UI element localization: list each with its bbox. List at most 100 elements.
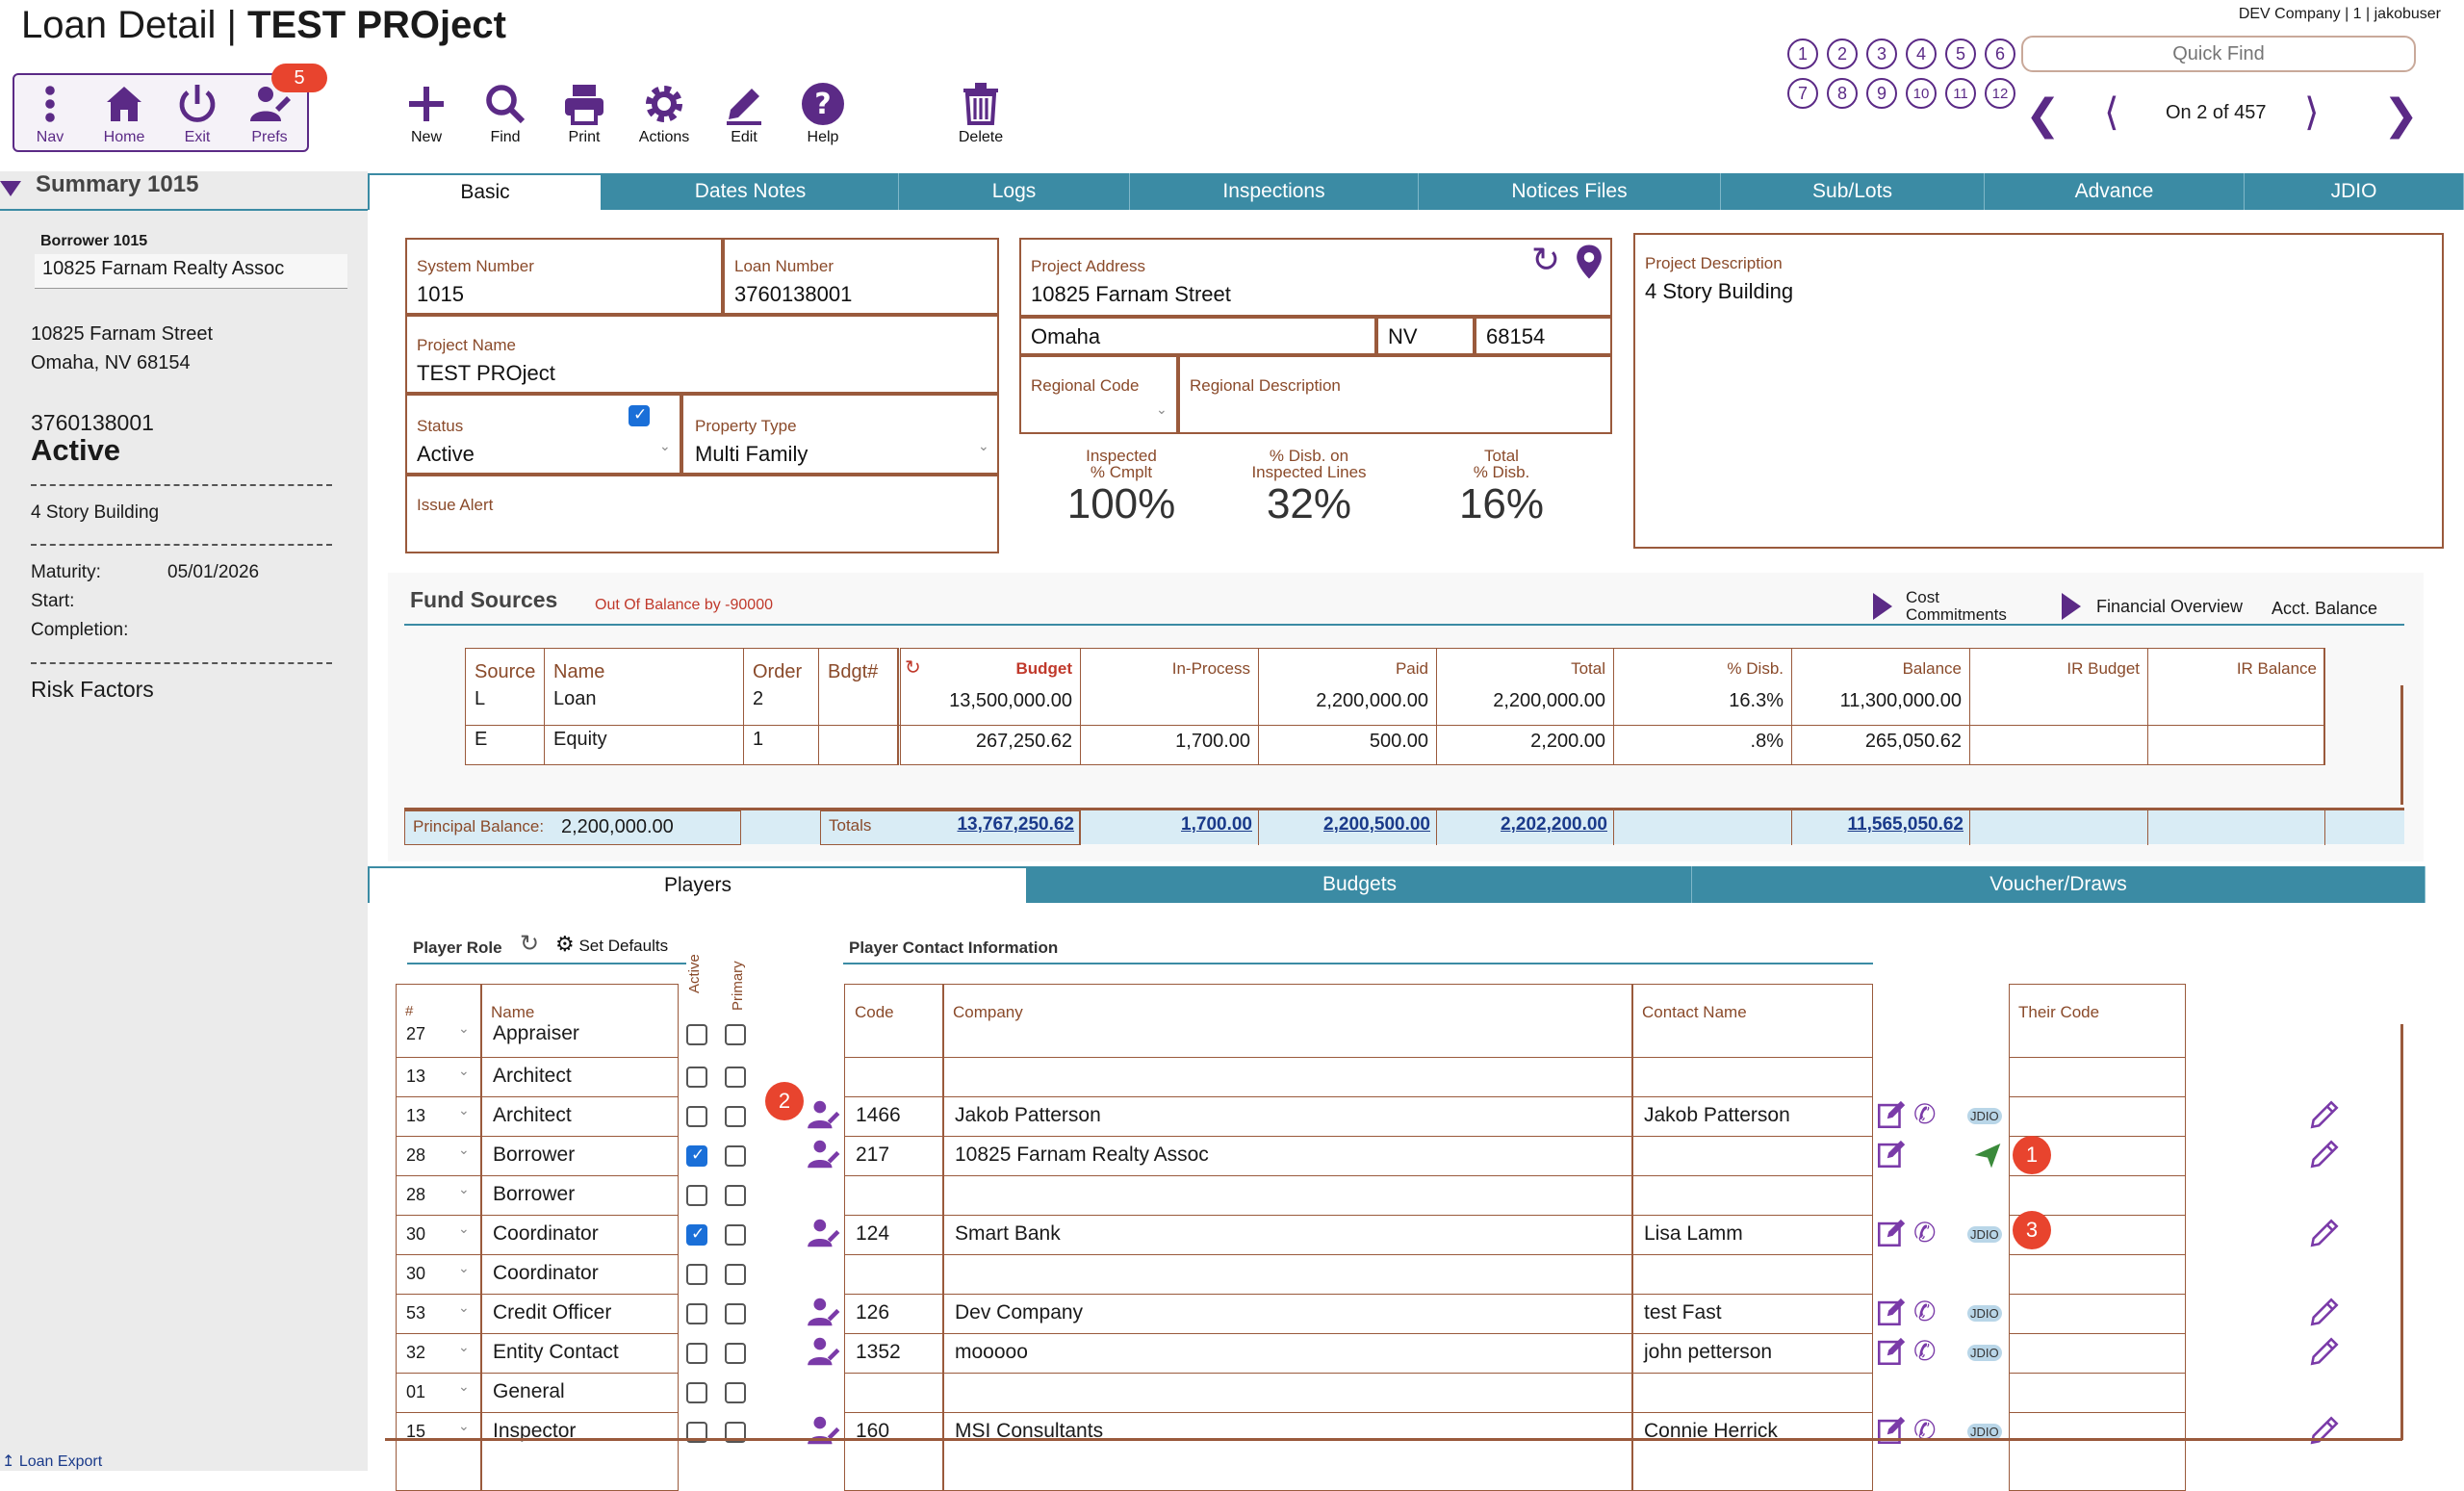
pencil-icon[interactable]	[2308, 1296, 2341, 1328]
quick-link-2[interactable]: 2	[1827, 39, 1858, 69]
edit-button[interactable]: Edit	[706, 81, 783, 146]
refresh-icon[interactable]: ↻	[520, 931, 540, 957]
fund-source-order[interactable]: 1	[753, 729, 764, 750]
contact-name[interactable]: test Fast	[1644, 1301, 1722, 1324]
quick-link-12[interactable]: 12	[1985, 78, 2015, 109]
contact-company[interactable]: 10825 Farnam Realty Assoc	[955, 1144, 1209, 1166]
collapse-icon[interactable]	[0, 181, 21, 196]
role-name[interactable]: Coordinator	[493, 1222, 599, 1245]
role-number[interactable]: 01	[406, 1382, 426, 1401]
tab-advance[interactable]: Advance	[1985, 173, 2245, 210]
role-name[interactable]: Architect	[493, 1065, 572, 1087]
role-name[interactable]: Architect	[493, 1104, 572, 1126]
edit-contact-icon[interactable]	[1875, 1217, 1908, 1249]
assign-contact-icon[interactable]	[805, 1294, 841, 1330]
chevron-down-icon[interactable]: ⌄	[458, 1260, 470, 1275]
quick-link-9[interactable]: 9	[1866, 78, 1897, 109]
chevron-down-icon[interactable]: ⌄	[458, 1102, 470, 1118]
zip-field[interactable]: 68154	[1475, 317, 1612, 355]
fund-source-order[interactable]: 2	[753, 688, 764, 709]
quick-link-1[interactable]: 1	[1787, 39, 1818, 69]
chevron-down-icon[interactable]: ⌄	[458, 1299, 470, 1315]
active-checkbox[interactable]	[686, 1224, 707, 1246]
quick-link-5[interactable]: 5	[1945, 39, 1976, 69]
send-icon[interactable]	[1971, 1140, 2004, 1170]
set-defaults-button[interactable]: ⚙ Set Defaults	[555, 932, 668, 957]
financial-overview-icon[interactable]	[2062, 593, 2081, 620]
city-field[interactable]: Omaha	[1019, 317, 1376, 355]
actions-button[interactable]: Actions	[626, 81, 703, 146]
primary-checkbox[interactable]	[725, 1264, 746, 1285]
role-number[interactable]: 30	[406, 1264, 426, 1283]
active-checkbox[interactable]	[686, 1185, 707, 1206]
quick-link-10[interactable]: 10	[1906, 78, 1937, 109]
edit-contact-icon[interactable]	[1875, 1098, 1908, 1131]
chevron-down-icon[interactable]: ⌄	[458, 1418, 470, 1433]
fund-source-code[interactable]: E	[475, 729, 488, 750]
quick-link-8[interactable]: 8	[1827, 78, 1858, 109]
contact-company[interactable]: mooooo	[955, 1341, 1028, 1363]
quick-link-4[interactable]: 4	[1906, 39, 1937, 69]
new-button[interactable]: New	[388, 81, 465, 146]
next-record-icon[interactable]: ⟩	[2304, 91, 2320, 134]
role-number[interactable]: 30	[406, 1224, 426, 1244]
tab-inspections[interactable]: Inspections	[1130, 173, 1419, 210]
quick-link-3[interactable]: 3	[1866, 39, 1897, 69]
system-number-field[interactable]: System Number 1015	[405, 238, 723, 315]
role-name[interactable]: Borrower	[493, 1183, 576, 1205]
edit-contact-icon[interactable]	[1875, 1138, 1908, 1170]
total-in_process-link[interactable]: 1,700.00	[1181, 814, 1252, 835]
tab-basic[interactable]: Basic	[368, 173, 603, 210]
contact-company[interactable]: Jakob Patterson	[955, 1104, 1101, 1126]
chevron-down-icon[interactable]: ⌄	[458, 1063, 470, 1078]
edit-contact-icon[interactable]	[1875, 1414, 1908, 1447]
pencil-icon[interactable]	[2308, 1217, 2341, 1249]
role-number[interactable]: 27	[406, 1024, 426, 1043]
tab-dates-notes[interactable]: Dates Notes	[603, 173, 899, 210]
tab-notices-files[interactable]: Notices Files	[1419, 173, 1721, 210]
primary-checkbox[interactable]	[725, 1145, 746, 1167]
role-number[interactable]: 53	[406, 1303, 426, 1323]
total-budget-link[interactable]: 13,767,250.62	[957, 814, 1074, 835]
jdio-icon[interactable]: JDIO	[1967, 1226, 2002, 1243]
primary-checkbox[interactable]	[725, 1422, 746, 1443]
last-record-icon[interactable]: ❯	[2383, 91, 2419, 139]
total-paid-link[interactable]: 2,200,500.00	[1323, 814, 1430, 835]
phone-icon[interactable]: ✆	[1913, 1218, 1937, 1247]
contact-code[interactable]: 126	[856, 1301, 890, 1324]
state-field[interactable]: NV	[1376, 317, 1475, 355]
print-button[interactable]: Print	[546, 81, 623, 146]
tab-voucher-draws[interactable]: Voucher/Draws	[1692, 866, 2426, 903]
edit-contact-icon[interactable]	[1875, 1296, 1908, 1328]
delete-button[interactable]: Delete	[942, 81, 1019, 146]
assign-contact-icon[interactable]	[805, 1215, 841, 1251]
help-button[interactable]: ? Help	[784, 81, 861, 146]
active-checkbox[interactable]	[686, 1303, 707, 1324]
contact-code[interactable]: 217	[856, 1144, 890, 1166]
tab-logs[interactable]: Logs	[899, 173, 1130, 210]
primary-checkbox[interactable]	[725, 1224, 746, 1246]
issue-alert-field[interactable]: Issue Alert	[405, 475, 999, 553]
cost-commitments-link[interactable]: Cost Commitments	[1906, 589, 2007, 624]
primary-checkbox[interactable]	[725, 1106, 746, 1127]
contact-company[interactable]: Smart Bank	[955, 1222, 1061, 1245]
primary-checkbox[interactable]	[725, 1343, 746, 1364]
fund-source-name[interactable]: Equity	[553, 729, 607, 750]
active-checkbox[interactable]	[686, 1024, 707, 1045]
role-number[interactable]: 32	[406, 1343, 426, 1362]
active-checkbox[interactable]	[686, 1264, 707, 1285]
role-name[interactable]: Credit Officer	[493, 1301, 612, 1324]
exit-button[interactable]: Exit	[159, 81, 236, 146]
contact-code[interactable]: 1352	[856, 1341, 901, 1363]
primary-checkbox[interactable]	[725, 1382, 746, 1403]
loan-export-link[interactable]: ↥ Loan Export	[2, 1452, 102, 1471]
jdio-icon[interactable]: JDIO	[1967, 1108, 2002, 1124]
total-total-link[interactable]: 2,202,200.00	[1501, 814, 1607, 835]
role-name[interactable]: Entity Contact	[493, 1341, 619, 1363]
pencil-icon[interactable]	[2308, 1335, 2341, 1368]
active-checkbox[interactable]	[686, 1106, 707, 1127]
find-button[interactable]: Find	[467, 81, 544, 146]
contact-code[interactable]: 124	[856, 1222, 890, 1245]
primary-checkbox[interactable]	[725, 1303, 746, 1324]
project-description-field[interactable]: Project Description 4 Story Building	[1633, 233, 2444, 549]
